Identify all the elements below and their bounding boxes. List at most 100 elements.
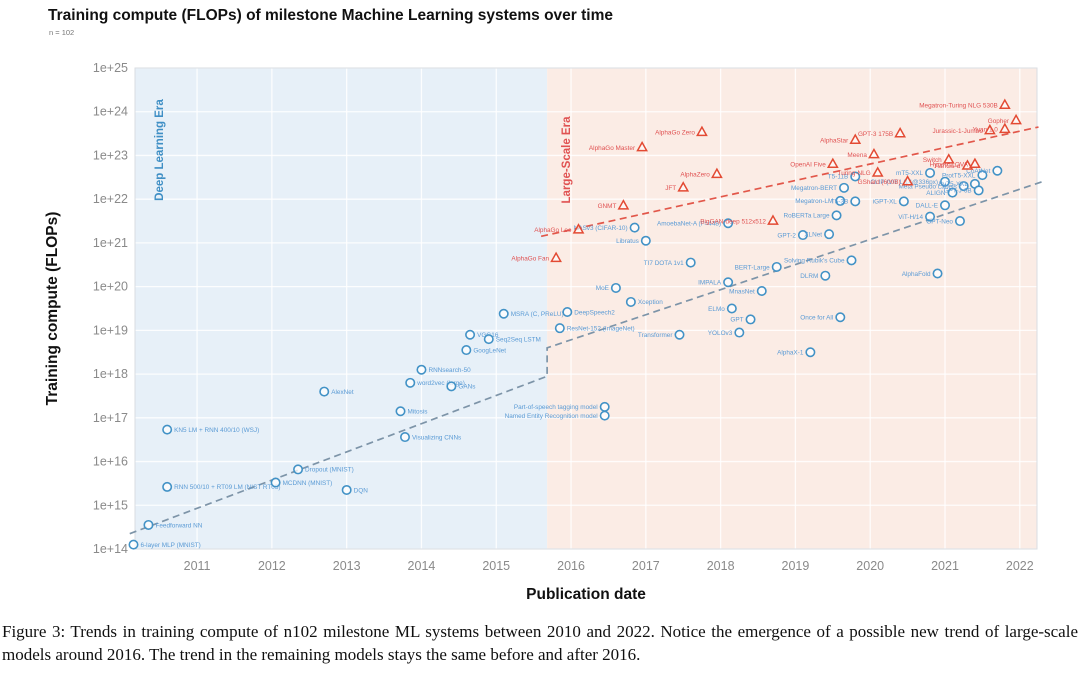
- data-point-label: iGPT-XL: [873, 199, 898, 206]
- data-point-circle: [734, 327, 745, 338]
- data-point-label: AlexNet: [331, 389, 354, 396]
- data-point-label: RoBERTa Large: [783, 213, 830, 220]
- data-point-label: Megatron-Turing NLG 530B: [919, 102, 998, 109]
- data-point-label: KN5 LM + RNN 400/10 (WSJ): [174, 427, 259, 434]
- y-tick-label: 1e+17: [93, 411, 128, 425]
- large-scale-trend: [540, 126, 1039, 238]
- data-point-label: Gopher: [988, 118, 1010, 125]
- data-point-label: GoogLeNet: [473, 347, 506, 354]
- data-point-label: DQN: [354, 487, 369, 494]
- data-point-label: DALL-E: [916, 203, 938, 210]
- data-point-label: RNNsearch-50: [428, 367, 471, 374]
- data-point-triangle: [696, 125, 708, 137]
- data-point-label: Jurassic-1-Jumbo: [932, 128, 983, 135]
- data-point-circle: [461, 345, 472, 356]
- data-point-label: GNMT: [598, 203, 617, 210]
- data-point-label: Meta Pseudo Labels: [898, 183, 956, 190]
- data-point-label: 6-layer MLP (MNIST): [141, 542, 201, 549]
- x-tick-label: 2016: [557, 559, 585, 573]
- data-point-circle: [465, 329, 476, 340]
- data-point-label: ViT-H/14: [898, 214, 923, 221]
- x-tick-label: 2018: [707, 559, 735, 573]
- data-point-label: DeepSpeech2: [574, 309, 615, 316]
- data-point-label: MSRA (C, PReLU): [511, 311, 564, 318]
- y-axis-title: Training compute (FLOPs): [44, 212, 61, 406]
- data-point-label: Part-of-speech tagging model: [514, 404, 598, 411]
- data-point-circle: [405, 377, 416, 388]
- y-tick-label: 1e+24: [93, 105, 128, 119]
- data-point-circle: [850, 196, 861, 207]
- y-tick-label: 1e+23: [93, 148, 128, 162]
- data-point-triangle: [969, 157, 981, 169]
- data-point-circle: [270, 477, 281, 488]
- data-point-circle: [599, 401, 610, 412]
- data-point-circle: [395, 406, 406, 417]
- data-point-circle: [925, 167, 936, 178]
- y-tick-label: 1e+21: [93, 236, 128, 250]
- data-point-triangle: [871, 166, 884, 177]
- era-band: [135, 68, 548, 549]
- data-point-circle: [835, 195, 846, 206]
- data-point-circle: [824, 229, 835, 240]
- data-point-circle: [947, 187, 958, 198]
- data-point-label: Named Entity Recognition model: [505, 413, 598, 420]
- data-point-triangle: [550, 251, 562, 263]
- data-point-circle: [925, 211, 936, 222]
- data-point-circle: [977, 170, 988, 181]
- data-point-circle: [805, 347, 816, 358]
- data-point-triangle: [901, 175, 914, 186]
- data-point-circle: [162, 481, 173, 492]
- data-point-circle: [973, 185, 984, 196]
- x-tick-label: 2012: [258, 559, 286, 573]
- data-point-circle: [958, 181, 969, 192]
- data-point-circle: [416, 364, 427, 375]
- data-point-label: Libratus: [616, 238, 639, 245]
- y-tick-label: 1e+20: [93, 280, 128, 294]
- data-point-label: Transformer: [638, 332, 673, 339]
- data-point-circle: [625, 296, 636, 307]
- data-point-circle: [554, 323, 565, 334]
- data-point-circle: [162, 424, 173, 435]
- data-point-label: YOLOv3: [708, 330, 733, 337]
- data-point-label: PanGu-α: [935, 163, 961, 170]
- data-point-triangle: [677, 181, 690, 192]
- data-point-label: Feedforward NN: [155, 522, 202, 529]
- data-point-circle: [674, 329, 685, 340]
- data-point-label: TI7 DOTA 1v1: [644, 260, 684, 267]
- data-point-label: ALIGN: [926, 190, 946, 197]
- x-tick-label: 2019: [782, 559, 810, 573]
- data-point-circle: [831, 210, 842, 221]
- data-point-label: ELMo: [708, 306, 725, 313]
- data-point-label: AlphaGo Zero: [655, 130, 695, 137]
- data-point-triangle: [636, 140, 648, 152]
- y-tick-label: 1e+18: [93, 367, 128, 381]
- data-point-circle: [797, 230, 808, 241]
- y-tick-label: 1e+14: [93, 542, 128, 556]
- data-point-label: GANs: [458, 384, 475, 391]
- data-point-label: IMPALA: [698, 280, 722, 287]
- data-point-triangle: [849, 133, 862, 144]
- data-point-label: Seq2Seq LSTM: [496, 336, 541, 343]
- data-point-circle: [745, 314, 756, 325]
- y-tick-label: 1e+25: [93, 61, 128, 75]
- data-point-label: AmoebaNet-A (F=448): [657, 221, 721, 228]
- data-point-label: Mitosis: [408, 409, 428, 416]
- data-point-triangle: [711, 167, 723, 179]
- data-point-circle: [771, 261, 782, 272]
- data-point-label: BERT-Large: [735, 264, 770, 271]
- data-point-circle: [940, 176, 951, 187]
- sample-size-label: n = 102: [49, 28, 75, 37]
- data-point-label: GPT-2: [777, 232, 796, 239]
- x-tick-label: 2015: [482, 559, 510, 573]
- x-axis-title: Publication date: [526, 586, 646, 603]
- plot-border: [134, 67, 1038, 550]
- data-point-label: AlphaStar: [820, 137, 849, 144]
- chart-title: Training compute (FLOPs) of milestone Ma…: [48, 7, 614, 24]
- data-point-label: Switch: [923, 157, 942, 164]
- data-point-circle: [446, 381, 457, 392]
- data-point-circle: [992, 165, 1003, 176]
- data-point-circle: [599, 410, 610, 421]
- data-point-label: Visualizing CNNs: [412, 434, 461, 441]
- data-point-label: GPT-3 175B: [858, 131, 893, 138]
- data-point-circle: [839, 182, 850, 193]
